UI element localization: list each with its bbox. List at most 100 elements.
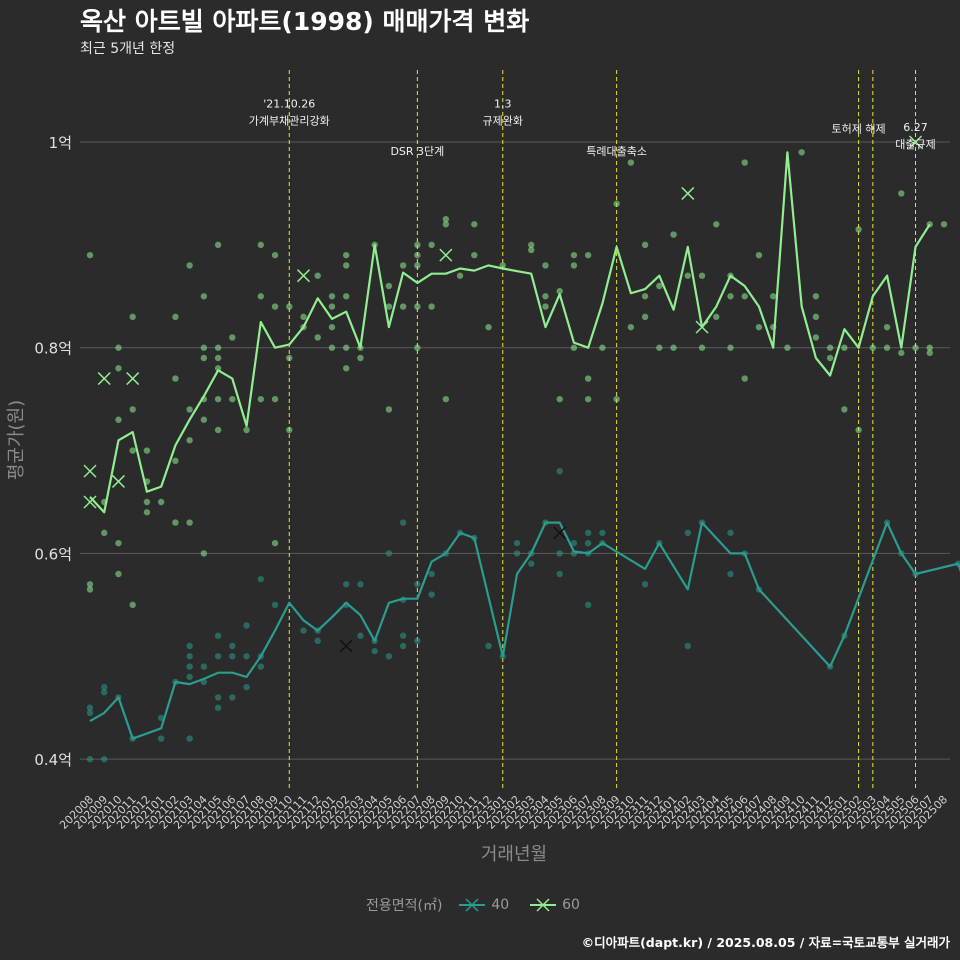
event-label: 대출규제 [895, 138, 935, 151]
data-point-60 [670, 344, 677, 351]
data-point-40 [385, 550, 393, 557]
series-lines [89, 151, 960, 740]
event-label: 규제완화 [483, 114, 523, 127]
data-point-60 [883, 323, 891, 331]
chart-subtitle: 최근 5개년 한정 [80, 41, 176, 57]
data-point-60 [826, 354, 834, 362]
cross-marker-60 [83, 495, 97, 509]
data-point-60 [641, 241, 649, 249]
data-point-60 [926, 349, 933, 357]
chart-title: 옥산 아트빌 아파트(1998) 매매가격 변화 [80, 7, 530, 36]
data-point-60 [143, 509, 151, 516]
data-point-60 [286, 354, 293, 362]
cross-marker-60 [909, 135, 923, 149]
data-point-60 [343, 251, 350, 259]
data-point-40 [214, 632, 222, 639]
legend-title: 전용면적(㎡) [366, 898, 443, 914]
data-point-40 [428, 591, 435, 598]
data-point-60 [115, 344, 122, 351]
data-point-60 [157, 498, 165, 506]
data-point-60 [328, 323, 336, 331]
data-point-40 [599, 529, 606, 537]
data-point-60 [414, 251, 421, 259]
data-point-40 [157, 735, 165, 742]
data-point-60 [271, 303, 279, 310]
data-point-60 [115, 365, 122, 372]
data-point-60 [214, 426, 222, 434]
data-point-60 [328, 344, 336, 351]
cross-marker-60 [695, 320, 709, 334]
y-tick-label: 0.6억 [34, 545, 72, 563]
legend-label-40: 40 [491, 897, 510, 913]
data-point-60 [584, 375, 592, 382]
data-point-40 [86, 709, 94, 717]
data-point-60 [528, 246, 535, 254]
x-axis-title: 거래년월 [481, 844, 547, 865]
data-point-60 [229, 334, 236, 341]
data-point-60 [86, 251, 94, 259]
data-point-40 [257, 575, 264, 583]
data-point-60 [143, 498, 151, 506]
data-point-60 [200, 416, 208, 423]
cross-marker-40 [553, 526, 567, 540]
cross-marker-60 [296, 269, 311, 283]
data-point-60 [399, 303, 407, 310]
legend-item-60: 60 [528, 897, 580, 913]
data-point-40 [485, 642, 492, 650]
data-point-60 [656, 344, 663, 351]
data-point-60 [698, 272, 706, 279]
data-point-40 [86, 704, 94, 711]
data-point-60 [385, 303, 393, 310]
data-point-60 [314, 334, 321, 341]
series-line-60 [89, 151, 931, 514]
data-point-60 [129, 406, 136, 413]
data-point-40 [357, 581, 364, 588]
data-point-60 [940, 221, 948, 228]
data-point-40 [414, 637, 421, 645]
legend: 전용면적(㎡) 40 60 [0, 895, 960, 915]
data-point-40 [343, 581, 350, 588]
data-point-60 [328, 303, 336, 310]
data-point-60 [271, 539, 279, 547]
data-point-40 [186, 663, 193, 670]
data-point-40 [101, 683, 108, 691]
data-point-60 [784, 344, 791, 351]
data-point-60 [286, 426, 293, 434]
data-point-60 [613, 200, 620, 207]
y-axis-title: 평균가(원) [6, 400, 27, 480]
data-point-60 [385, 406, 393, 413]
data-point-60 [741, 375, 748, 382]
data-point-60 [214, 344, 222, 351]
y-tick-label: 1억 [49, 134, 72, 152]
data-point-60 [741, 293, 748, 300]
data-point-60 [172, 457, 179, 465]
data-point-60 [243, 426, 250, 434]
data-point-60 [271, 251, 279, 259]
data-point-60 [172, 313, 179, 321]
data-point-60 [101, 529, 108, 537]
data-point-60 [200, 344, 208, 351]
data-point-60 [812, 293, 820, 300]
data-point-40 [300, 627, 307, 634]
event-label: DSR 3단계 [390, 145, 444, 158]
data-point-60 [812, 313, 820, 321]
y-axis: 0.4억 0.6억 0.8억 1억 [34, 134, 72, 769]
data-point-40 [570, 539, 578, 547]
legend-key-40 [458, 898, 485, 912]
event-label: 6.27 [903, 121, 928, 134]
data-point-40 [556, 550, 563, 557]
data-point-40 [513, 550, 521, 557]
data-point-60 [186, 519, 193, 526]
data-point-60 [926, 344, 933, 351]
data-point-60 [855, 426, 862, 434]
data-point-60 [229, 395, 236, 403]
series-line-40 [89, 521, 960, 740]
data-point-60 [570, 344, 578, 351]
data-point-60 [556, 287, 563, 295]
data-point-60 [584, 251, 592, 259]
data-point-60 [300, 313, 307, 321]
data-point-60 [214, 241, 222, 249]
data-point-60 [257, 395, 264, 403]
data-point-40 [584, 601, 592, 609]
data-point-60 [713, 313, 720, 321]
